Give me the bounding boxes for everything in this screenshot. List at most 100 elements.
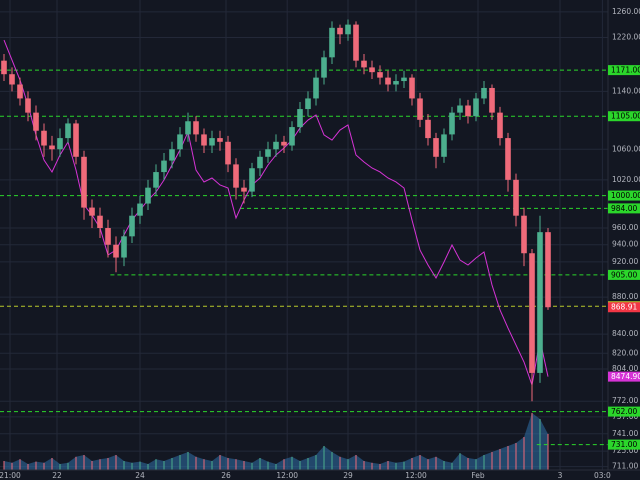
volume-bar: [531, 413, 533, 470]
level-label: 731.00: [611, 440, 637, 449]
candle-body: [361, 60, 367, 68]
volume-bar: [299, 461, 301, 470]
level-label-box: [608, 65, 640, 76]
level-label-box: [608, 111, 640, 122]
volume-bar: [443, 461, 445, 470]
volume-bar: [291, 456, 293, 470]
y-tick-label: 1020.00: [612, 175, 640, 184]
volume-bar: [435, 456, 437, 470]
y-tick-label: 1260.00: [612, 7, 640, 16]
volume-bar: [75, 456, 77, 470]
y-tick-label: 920.00: [612, 257, 638, 266]
x-tick-label: 3: [558, 471, 563, 480]
candle-body: [401, 77, 407, 82]
plot-area: [0, 0, 608, 470]
candle-body: [273, 141, 279, 150]
candle-body: [345, 24, 351, 35]
y-tick-label: 1140.00: [612, 86, 640, 95]
candle-body: [545, 232, 551, 308]
x-tick-label: 29: [343, 471, 353, 480]
volume-bar: [427, 459, 429, 470]
volume-bar: [347, 459, 349, 470]
level-label-box: [608, 406, 640, 417]
candle-body: [25, 98, 31, 113]
volume-bar: [131, 462, 133, 470]
volume-bar: [227, 458, 229, 470]
volume-bar: [179, 455, 181, 470]
volume-bar: [267, 461, 269, 470]
candle-body: [441, 134, 447, 157]
candle-body: [257, 156, 263, 169]
candle-body: [193, 121, 199, 135]
candle-body: [113, 244, 119, 258]
candle-body: [289, 127, 295, 146]
candle-body: [201, 134, 207, 146]
y-tick-label: 840.00: [612, 329, 638, 338]
candle-body: [73, 123, 79, 157]
volume-area: [4, 413, 548, 470]
volume-bar: [547, 434, 549, 470]
candle-body: [169, 149, 175, 161]
x-tick-label: 21:00: [0, 471, 21, 480]
volume-bar: [19, 459, 21, 470]
volume-bar: [355, 455, 357, 470]
volume-bar: [195, 456, 197, 470]
y-tick-label: 940.00: [612, 240, 638, 249]
level-label: 1000.00: [611, 191, 640, 200]
candle-body: [513, 179, 519, 216]
candle-body: [81, 156, 87, 208]
volume-bar: [467, 458, 469, 470]
volume-bar: [507, 446, 509, 470]
candle-body: [521, 215, 527, 254]
level-label-box: [608, 190, 640, 201]
candle-body: [337, 27, 343, 35]
candle-body: [425, 119, 431, 139]
volume-bar: [307, 458, 309, 470]
volume-bar: [275, 464, 277, 470]
candle-body: [121, 236, 127, 258]
volume-bar: [363, 461, 365, 470]
volume-bar: [491, 452, 493, 470]
last-price-label: 868.91: [611, 303, 637, 312]
volume-bar: [339, 456, 341, 470]
candle-body: [1, 60, 7, 75]
volume-bar: [115, 455, 117, 470]
candle-body: [329, 27, 335, 58]
volume-bar: [251, 462, 253, 470]
volume-bar: [475, 459, 477, 470]
volume-bar: [187, 452, 189, 470]
level-label: 984.00: [611, 204, 637, 213]
y-tick-label: 960.00: [612, 223, 638, 232]
candle-body: [393, 81, 399, 85]
candle-body: [209, 138, 215, 146]
volume-bar: [235, 459, 237, 470]
volume-bar: [331, 452, 333, 470]
volume-bar: [403, 461, 405, 470]
volume-bar: [395, 462, 397, 470]
candle-body: [369, 67, 375, 73]
candle-body: [97, 215, 103, 229]
candle-body: [529, 253, 535, 373]
x-tick-label: 12:00: [276, 471, 298, 480]
candle-body: [33, 112, 39, 131]
volume-bar: [27, 464, 29, 470]
volume-bar: [99, 459, 101, 470]
candle-body: [281, 141, 287, 146]
volume-bar: [459, 453, 461, 470]
candle-body: [537, 232, 543, 373]
candle-body: [385, 77, 391, 85]
y-tick-label: 1220.00: [612, 33, 640, 42]
level-label-box: [608, 203, 640, 214]
volume-bar: [371, 462, 373, 470]
candle-body: [233, 164, 239, 188]
candle-body: [313, 77, 319, 99]
volume-bar: [515, 443, 517, 470]
volume-bar: [43, 462, 45, 470]
volume-bar: [163, 461, 165, 470]
x-tick-label: 03:0: [594, 471, 611, 480]
candle-body: [161, 160, 167, 173]
overlay-last-label-box: [608, 371, 640, 382]
volume-bar: [315, 455, 317, 470]
